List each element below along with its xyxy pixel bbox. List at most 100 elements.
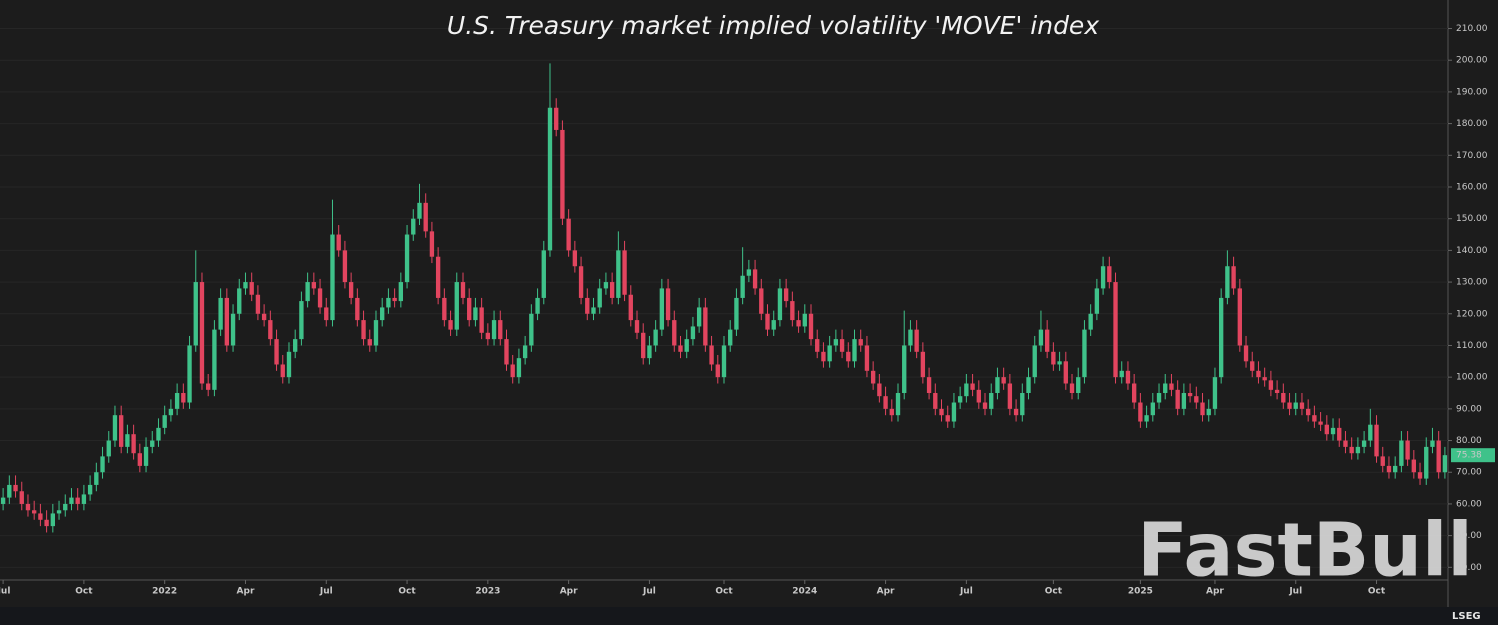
candle-body (1076, 377, 1081, 394)
candle-body (951, 402, 957, 422)
candle-body (1107, 266, 1112, 283)
candle-body (1305, 408, 1311, 416)
x-tick-label: 2025 (1128, 587, 1153, 597)
candle-body (597, 288, 602, 308)
candle-body (411, 218, 416, 235)
candle-body (535, 297, 540, 314)
y-tick-label: 160.00 (1456, 182, 1488, 192)
candle-body (1051, 351, 1056, 365)
x-tick-label: Oct (715, 587, 733, 597)
x-tick-label: Oct (75, 587, 93, 597)
candle-body (168, 408, 174, 416)
y-tick-label: 70.00 (1456, 468, 1482, 478)
x-tick-label: Oct (1045, 587, 1063, 597)
candle-body (989, 393, 994, 409)
candle-body (119, 415, 124, 447)
candle-body (1368, 424, 1373, 441)
candle-body (112, 415, 118, 441)
candle-body (1082, 329, 1087, 378)
candle-body (1063, 361, 1068, 384)
candle-body (1343, 440, 1348, 447)
candle-body (721, 345, 727, 378)
candle-body (1330, 427, 1336, 435)
candle-body (479, 307, 484, 333)
candle-body (218, 297, 223, 330)
candle-body (1417, 472, 1423, 479)
candle-body (846, 351, 851, 362)
candle-body (572, 250, 578, 267)
candle-body (522, 345, 528, 359)
candle-body (902, 345, 907, 394)
candle-body (1349, 446, 1354, 454)
candle-body (1231, 266, 1236, 289)
candle-body (1355, 446, 1361, 454)
candle-body (1250, 361, 1255, 371)
candle-body (1169, 383, 1174, 390)
candle-body (249, 282, 254, 295)
x-tick-label: Apr (877, 587, 895, 597)
candle-body (1293, 402, 1298, 409)
candle-body (299, 301, 304, 340)
candle-body (137, 453, 143, 466)
last-price-box (1451, 448, 1495, 463)
candle-body (1237, 288, 1242, 346)
candle-body (491, 320, 497, 340)
candle-body (69, 497, 74, 504)
candle-body (821, 351, 826, 362)
candle-body (125, 434, 130, 447)
candle-body (796, 320, 801, 327)
candle-body (1299, 402, 1305, 409)
candle-body (529, 313, 534, 346)
x-tick-label: Apr (560, 587, 578, 597)
candle-body (547, 107, 553, 251)
candle-body (193, 282, 198, 346)
candle-body (1200, 402, 1205, 416)
candle-body (212, 329, 217, 390)
candle-body (591, 307, 596, 314)
candle-body (504, 339, 509, 365)
candle-body (926, 377, 932, 394)
y-tick-label: 40.00 (1456, 563, 1482, 573)
candle-body (690, 326, 696, 340)
candle-body (181, 393, 186, 403)
y-tick-label: 200.00 (1456, 56, 1488, 66)
candle-body (957, 396, 963, 403)
y-tick-label: 170.00 (1456, 151, 1488, 161)
candle-body (435, 256, 441, 298)
candle-body (964, 383, 969, 397)
candle-body (1057, 361, 1062, 365)
candle-body (367, 339, 372, 346)
y-tick-label: 100.00 (1456, 373, 1488, 383)
candle-body (1131, 383, 1137, 403)
x-tick-label: 2022 (152, 587, 177, 597)
y-tick-label: 150.00 (1456, 214, 1488, 224)
candle-body (920, 351, 926, 378)
candle-body (696, 307, 702, 327)
y-tick-label: 210.00 (1456, 24, 1488, 34)
candle-body (38, 513, 43, 520)
y-tick-label: 130.00 (1456, 278, 1488, 288)
candle-body (808, 313, 814, 340)
candle-body (622, 250, 627, 295)
candle-body (684, 339, 689, 352)
candle-body (100, 456, 105, 473)
axes: 40.00 50.00 60.00 70.00 80.00 90.00 100.00 110.… (0, 24, 1495, 597)
candle-body (1007, 383, 1013, 409)
candle-body (908, 329, 913, 346)
y-tick-label: 110.00 (1456, 341, 1488, 351)
candle-body (566, 218, 571, 251)
x-tick-label: Apr (1206, 587, 1224, 597)
y-tick-label: 90.00 (1456, 404, 1482, 414)
candle-body (510, 364, 515, 378)
candle-body (541, 250, 546, 298)
candle-body (659, 288, 665, 330)
x-tick-label: 2023 (475, 587, 500, 597)
candle-body (485, 332, 491, 340)
candle-body (1405, 440, 1410, 460)
candle-body (728, 329, 733, 346)
candle-body (858, 339, 863, 346)
candle-body (261, 313, 267, 321)
candle-body (1424, 446, 1429, 479)
candle-body (373, 320, 379, 346)
candle-body (1163, 383, 1168, 394)
